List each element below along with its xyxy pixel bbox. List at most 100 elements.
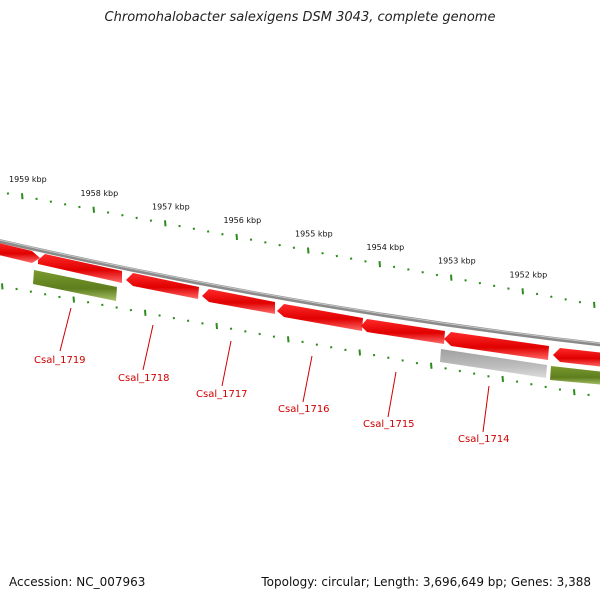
minor-tick <box>415 361 419 365</box>
locus-label-csal-1716[interactable]: Csal_1716 <box>278 404 330 415</box>
major-tick <box>450 274 453 281</box>
major-tick <box>72 296 75 303</box>
minor-tick <box>115 306 118 309</box>
minor-tick <box>487 375 490 378</box>
minor-tick <box>401 359 404 362</box>
minor-tick <box>349 257 353 260</box>
genome-backbone <box>0 239 600 347</box>
minor-tick <box>530 383 533 386</box>
major-tick <box>378 261 381 268</box>
minor-tick <box>49 200 53 203</box>
minor-tick <box>249 238 253 241</box>
locus-label-csal-1717[interactable]: Csal_1717 <box>196 389 248 400</box>
gene-csal-1717[interactable] <box>202 289 275 314</box>
locus-label-csal-1714[interactable]: Csal_1714 <box>458 434 510 445</box>
locus-leader-line <box>59 307 72 352</box>
minor-tick <box>315 343 319 346</box>
minor-tick <box>321 251 324 255</box>
gene-csal-1714[interactable] <box>440 349 547 378</box>
major-tick <box>164 220 167 227</box>
locus-label-csal-1715[interactable]: Csal_1715 <box>363 419 415 430</box>
major-tick <box>1 283 4 290</box>
minor-tick <box>172 316 176 320</box>
minor-tick <box>558 388 562 391</box>
minor-tick <box>458 369 462 373</box>
minor-tick <box>258 332 261 336</box>
major-tick <box>501 375 504 383</box>
minor-tick <box>186 319 190 323</box>
kbp-label: 1956 kbp <box>224 216 262 225</box>
minor-tick <box>392 265 396 269</box>
minor-tick <box>544 385 547 389</box>
minor-tick <box>6 192 10 195</box>
locus-leader-line <box>302 355 313 403</box>
gene-green-right[interactable] <box>550 366 600 385</box>
minor-tick <box>201 322 204 325</box>
minor-tick <box>149 219 153 222</box>
minor-tick <box>192 227 196 231</box>
major-tick <box>215 322 218 330</box>
minor-tick <box>178 224 181 228</box>
kbp-label: 1952 kbp <box>510 270 548 279</box>
genome-summary-text: Topology: circular; Length: 3,696,649 bp… <box>261 575 591 589</box>
minor-tick <box>206 230 210 233</box>
minor-tick <box>550 295 553 298</box>
major-tick <box>287 336 290 343</box>
top-ruler-ticks <box>6 192 596 308</box>
gene-forward-8[interactable] <box>553 348 600 367</box>
bottom-ruler-ticks <box>1 283 590 397</box>
gene-csal-1719[interactable] <box>33 270 117 301</box>
minor-tick <box>344 348 347 352</box>
minor-tick <box>472 372 476 375</box>
major-tick <box>235 233 238 241</box>
gene-forward-7[interactable] <box>444 332 549 360</box>
minor-tick <box>372 353 376 357</box>
locus-leader-line <box>221 340 232 387</box>
major-tick <box>144 309 147 316</box>
locus-leader-line <box>142 324 154 371</box>
other-genes <box>33 270 600 385</box>
minor-tick <box>272 335 276 338</box>
gene-csal-1718[interactable] <box>126 273 199 299</box>
locus-label-csal-1719[interactable]: Csal_1719 <box>34 355 86 366</box>
major-tick <box>307 247 310 254</box>
minor-tick <box>507 287 510 290</box>
minor-tick <box>63 203 67 206</box>
minor-tick <box>301 340 304 344</box>
minor-tick <box>444 367 447 370</box>
minor-tick <box>587 393 590 397</box>
major-tick <box>358 349 361 356</box>
minor-tick <box>244 330 247 333</box>
minor-tick <box>101 303 104 307</box>
genome-title: Chromohalobacter salexigens DSM 3043, co… <box>104 10 496 25</box>
major-tick <box>92 206 95 213</box>
minor-tick <box>387 356 390 360</box>
minor-tick <box>421 271 424 274</box>
minor-tick <box>15 287 18 291</box>
major-tick <box>593 301 596 308</box>
minor-tick <box>135 216 138 220</box>
locus-label-csal-1718[interactable]: Csal_1718 <box>118 373 170 384</box>
kbp-label: 1955 kbp <box>295 230 333 239</box>
minor-tick <box>535 292 539 296</box>
gene-csal-1719-arrow[interactable] <box>38 254 122 283</box>
major-tick <box>573 389 576 396</box>
gene-csal-1715[interactable] <box>361 319 445 344</box>
gene-csal-1716[interactable] <box>277 304 363 331</box>
minor-tick <box>364 260 367 263</box>
major-tick <box>521 288 524 295</box>
minor-tick <box>578 300 582 304</box>
minor-tick <box>86 301 90 304</box>
minor-tick <box>35 197 38 201</box>
major-tick <box>430 362 433 369</box>
minor-tick <box>264 241 267 244</box>
kbp-label: 1953 kbp <box>438 257 476 266</box>
accession-text: Accession: NC_007963 <box>9 575 146 589</box>
locus-leader-line <box>482 385 490 433</box>
gene-forward-1[interactable] <box>0 242 40 263</box>
forward-genes <box>0 242 600 367</box>
minor-tick <box>43 293 47 296</box>
minor-tick <box>435 273 439 277</box>
genome-backbone-highlight <box>0 239 600 344</box>
